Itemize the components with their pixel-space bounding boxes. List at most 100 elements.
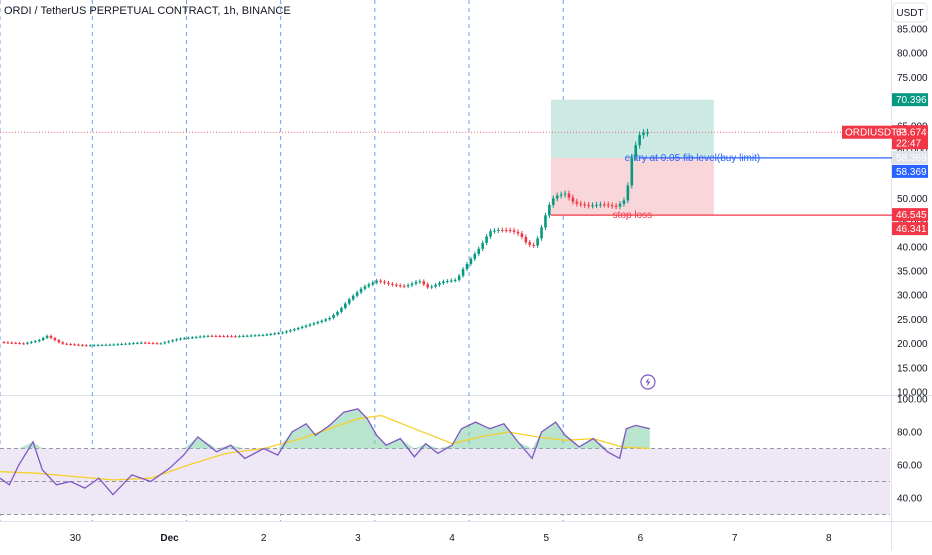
price-tick-label: 85.000: [897, 25, 928, 36]
candle-86: [340, 308, 343, 312]
candle-46: [183, 338, 186, 340]
last-price-countdown: 22:47: [896, 139, 921, 150]
candle-123: [485, 236, 488, 243]
time-tick-label: 8: [826, 533, 832, 544]
time-tick-label: 2: [261, 533, 267, 544]
candle-6: [26, 342, 29, 344]
candle-1: [6, 342, 10, 344]
candle-103: [406, 285, 410, 287]
symbol-label: ORDIUSDT.P: [842, 125, 906, 139]
candle-33: [132, 343, 135, 345]
candle-87: [344, 303, 347, 309]
candle-72: [285, 331, 288, 333]
candle-47: [187, 337, 190, 339]
candle-7: [30, 341, 33, 343]
candle-57: [226, 336, 229, 338]
stop-price-text-2: 46.341: [896, 224, 927, 235]
price-tick-label: 10.000: [897, 388, 928, 399]
candle-108: [426, 284, 430, 288]
target-price-tag-text: 70.396: [896, 95, 927, 106]
price-tick-label: 15.000: [897, 363, 928, 374]
candle-135: [532, 244, 535, 246]
candle-61: [241, 335, 245, 337]
candle-106: [418, 281, 422, 283]
candle-156: [614, 205, 618, 207]
candle-65: [257, 335, 261, 337]
candle-43: [171, 340, 174, 342]
candle-54: [214, 335, 218, 337]
candle-75: [296, 328, 300, 330]
candle-110: [434, 284, 437, 287]
lightning-icon[interactable]: [640, 374, 656, 390]
stop-price-tag2-bg: [892, 222, 928, 236]
candle-15: [61, 342, 65, 344]
candle-62: [245, 335, 249, 337]
candle-98: [387, 282, 390, 284]
candle-89: [351, 295, 355, 300]
candle-149: [587, 204, 590, 206]
candle-147: [579, 203, 583, 205]
candle-81: [320, 320, 324, 323]
entry-price-tag2-bg: [892, 164, 928, 178]
candle-145: [571, 197, 575, 202]
candle-39: [155, 343, 159, 345]
candle-36: [143, 342, 147, 344]
candle-58: [230, 336, 233, 338]
candle-109: [430, 286, 433, 288]
candle-38: [151, 343, 155, 345]
candle-115: [453, 279, 457, 281]
candle-0: [2, 342, 6, 344]
candle-91: [359, 288, 363, 293]
candle-34: [136, 342, 139, 344]
candle-53: [210, 335, 214, 337]
candle-129: [508, 230, 512, 232]
symbol-label-bg: [842, 125, 892, 139]
candle-125: [493, 230, 496, 232]
candle-104: [410, 283, 414, 286]
candle-41: [163, 342, 167, 344]
candle-42: [167, 341, 171, 343]
target-zone[interactable]: [550, 99, 714, 158]
candle-66: [261, 334, 265, 336]
candle-40: [159, 343, 163, 345]
rsi-tick-label: 40.00: [897, 494, 922, 505]
rsi-tick-label: 100.00: [897, 395, 928, 406]
target-price-tag-bg: [892, 93, 928, 107]
candle-10: [41, 337, 45, 340]
candle-30: [120, 343, 123, 345]
candle-120: [473, 253, 477, 259]
candle-142: [559, 194, 563, 196]
candle-21: [85, 345, 88, 347]
last-price-value: 63.674: [896, 128, 927, 139]
candle-128: [504, 229, 508, 231]
rsi-ma-line: [0, 414, 650, 481]
candle-28: [112, 344, 116, 346]
candle-96: [379, 280, 382, 282]
candle-133: [524, 236, 528, 243]
candle-17: [69, 344, 72, 346]
candle-158: [622, 200, 626, 204]
entry-price-text-2: 58.369: [896, 167, 927, 178]
candle-105: [414, 281, 418, 284]
stop-price-tag-bg: [892, 208, 928, 222]
candle-8: [34, 341, 37, 343]
candle-161: [634, 145, 638, 158]
currency-button[interactable]: USDT: [892, 2, 928, 23]
candle-93: [367, 284, 371, 287]
candle-162: [638, 135, 641, 146]
candle-13: [53, 338, 57, 341]
candle-124: [489, 231, 492, 237]
rsi-tick-label: 80.00: [897, 428, 922, 439]
candle-140: [552, 198, 555, 205]
candle-155: [610, 205, 614, 207]
candle-80: [316, 322, 320, 324]
candle-150: [591, 205, 594, 207]
stop-loss-label: stop loss: [613, 210, 652, 221]
candle-16: [65, 343, 69, 345]
candle-71: [281, 332, 284, 334]
rsi-line: [0, 408, 650, 496]
candle-29: [116, 344, 120, 346]
candle-67: [265, 334, 269, 336]
